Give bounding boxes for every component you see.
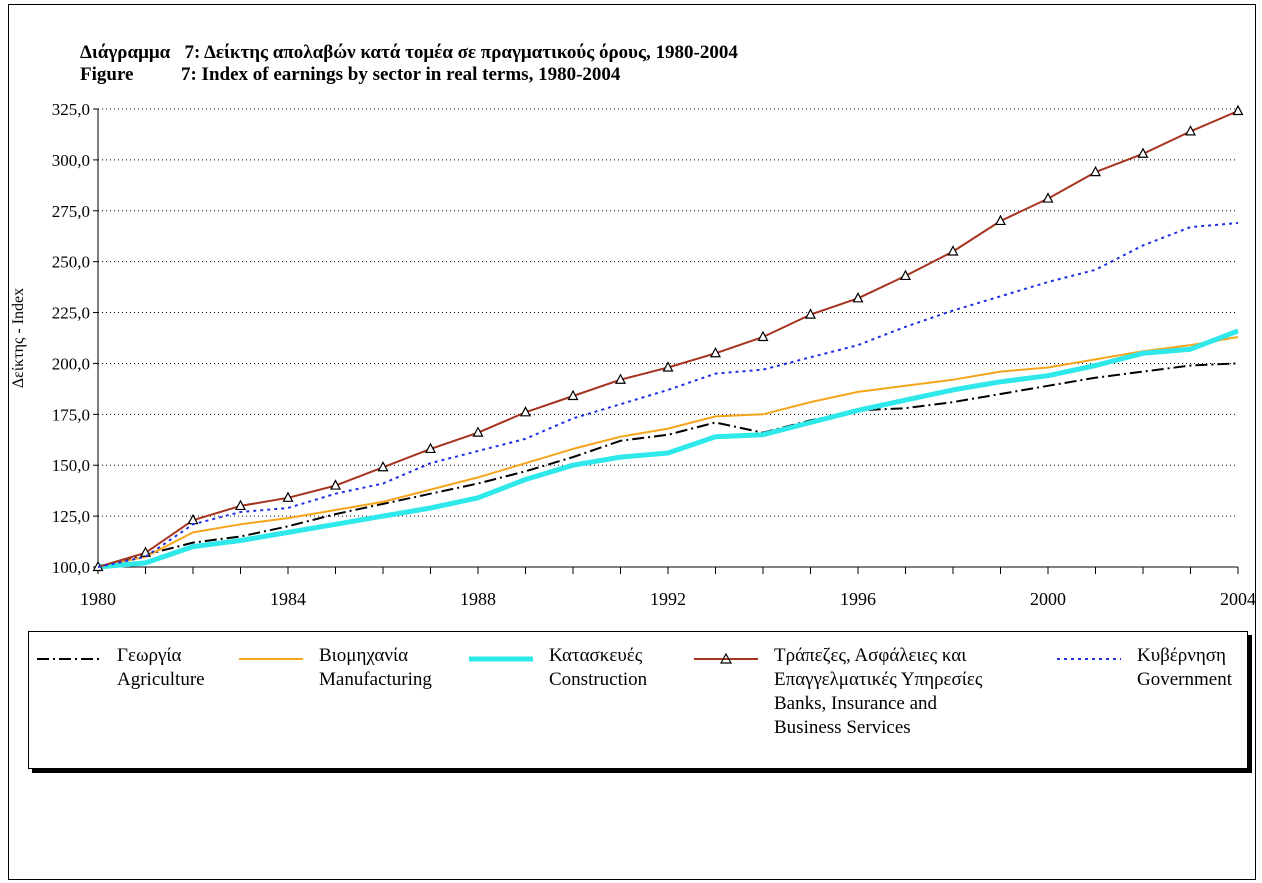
series-line-3 [97,110,1239,568]
y-tick-label: 125,0 [52,507,90,526]
legend-label-government: Κυβέρνηση Government [1137,644,1232,692]
series-line-0 [97,362,1239,568]
x-tick-label: 2000 [1030,589,1066,609]
y-tick-label: 150,0 [52,456,90,475]
data-point-marker [1137,147,1149,158]
data-point-marker [520,406,531,417]
legend-label-line: Construction [549,669,648,690]
legend-label-line: Τράπεζες, Ασφάλειες και [774,645,967,666]
series-line-2 [97,328,1239,570]
chart-title-greek: Διάγραμμα 7: Δείκτης απολαβών κατά τομέα… [80,42,738,63]
data-point-marker [852,292,864,303]
legend-label-line: Κυβέρνηση [1137,645,1226,666]
x-tick-label: 1988 [460,589,496,609]
x-tick-label: 1980 [80,589,116,609]
y-tick-label: 100,0 [52,558,90,577]
chart-legend: Γεωργία Agriculture Βιομηχανία Manufactu… [28,631,1248,769]
line-chart: 100,0 125,0 150,0 175,0 200,0 225,0 250,0 275,0… [10,100,1256,609]
x-tick-label: 1992 [650,589,686,609]
y-tick-label: 300,0 [52,151,90,170]
data-point-marker [330,479,341,490]
data-point-marker [472,426,484,437]
legend-label-manufacturing: Βιομηχανία Manufacturing [319,644,432,692]
chart-title-english: Figure 7: Index of earnings by sector in… [80,64,621,85]
legend-label-banks: Τράπεζες, Ασφάλειες και Επαγγελματικές Υ… [774,644,982,740]
legend-sample-banks [694,652,758,664]
y-tick-label: 250,0 [52,253,90,272]
data-point-marker [757,330,769,342]
data-point-marker [710,346,721,358]
legend-label-agriculture: Γεωργία Agriculture [117,644,205,692]
legend-label-line: Κατασκευές [549,645,643,666]
data-point-marker [425,442,436,454]
legend-sample-agriculture [37,658,101,660]
legend-sample-manufacturing [239,658,303,660]
legend-label-line: Βιομηχανία [319,645,409,666]
x-tick-label: 1984 [270,589,306,609]
x-tick-label: 1996 [840,589,876,609]
legend-sample-government [1057,658,1121,660]
data-point-marker [947,245,959,256]
data-point-marker [567,389,579,401]
y-tick-label: 325,0 [52,100,90,119]
y-tick-label: 275,0 [52,202,90,221]
data-point-marker [140,546,151,557]
data-point-marker [1090,165,1101,177]
x-tick-label: 2004 [1220,589,1256,609]
data-point-marker [282,491,294,502]
data-point-marker [900,269,911,281]
legend-label-line: Manufacturing [319,669,432,690]
data-point-marker [1042,192,1054,203]
legend-label-line: Agriculture [117,669,205,690]
legend-label-line: Banks, Insurance and [774,693,938,714]
data-point-marker [377,460,389,472]
legend-label-line: Επαγγελματικές Υπηρεσίες [774,669,983,690]
y-tick-label: 200,0 [52,354,90,373]
y-tick-label: 175,0 [52,405,90,424]
data-point-marker [615,373,626,384]
legend-label-line: Γεωργία [117,645,182,666]
data-point-marker [1232,104,1244,116]
y-tick-label: 225,0 [52,304,90,323]
legend-label-line: Government [1137,669,1232,690]
data-point-marker [995,214,1006,226]
legend-label-construction: Κατασκευές Construction [549,644,647,692]
legend-sample-construction [469,656,533,662]
series-line-1 [97,336,1239,568]
legend-label-line: Business Services [774,717,911,738]
series-line-4 [97,222,1239,568]
data-point-marker [1185,125,1196,136]
y-axis-label: Δείκτης - Index [10,288,27,388]
data-point-marker [662,361,674,372]
data-point-marker [235,499,246,511]
data-point-marker [805,308,816,319]
